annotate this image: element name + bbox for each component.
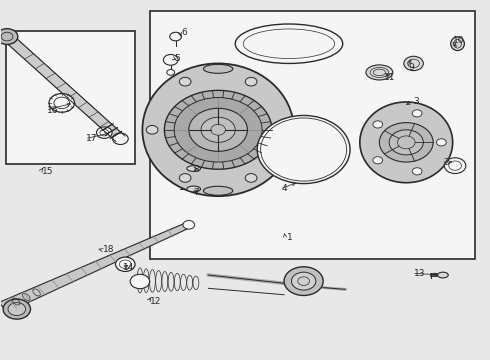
Circle shape bbox=[167, 69, 174, 75]
Circle shape bbox=[437, 139, 446, 146]
Circle shape bbox=[389, 130, 423, 155]
Ellipse shape bbox=[451, 37, 465, 50]
Circle shape bbox=[379, 123, 433, 162]
Circle shape bbox=[179, 77, 191, 86]
Circle shape bbox=[170, 32, 181, 41]
Text: 10: 10 bbox=[453, 36, 464, 45]
Circle shape bbox=[0, 29, 18, 44]
Text: 18: 18 bbox=[103, 246, 115, 255]
Circle shape bbox=[130, 274, 150, 289]
Ellipse shape bbox=[187, 166, 200, 171]
Circle shape bbox=[257, 116, 350, 184]
Ellipse shape bbox=[187, 186, 200, 192]
Circle shape bbox=[116, 257, 135, 271]
Circle shape bbox=[201, 117, 235, 142]
Text: 12: 12 bbox=[150, 297, 161, 306]
Circle shape bbox=[189, 108, 247, 151]
Text: 2: 2 bbox=[443, 158, 448, 167]
Ellipse shape bbox=[366, 65, 393, 80]
Text: 7: 7 bbox=[194, 188, 199, 197]
Text: 8: 8 bbox=[194, 165, 199, 174]
Text: 1: 1 bbox=[287, 233, 292, 242]
Circle shape bbox=[3, 299, 30, 319]
Text: 17: 17 bbox=[86, 134, 98, 143]
Ellipse shape bbox=[360, 102, 453, 183]
Circle shape bbox=[113, 133, 128, 144]
Polygon shape bbox=[5, 31, 135, 164]
Circle shape bbox=[179, 174, 191, 182]
Text: 9: 9 bbox=[409, 63, 415, 72]
Text: 15: 15 bbox=[42, 167, 54, 176]
Circle shape bbox=[97, 127, 112, 138]
Circle shape bbox=[404, 56, 423, 71]
Circle shape bbox=[292, 272, 316, 290]
Circle shape bbox=[163, 54, 178, 65]
Circle shape bbox=[412, 168, 422, 175]
Ellipse shape bbox=[203, 64, 233, 73]
Text: 14: 14 bbox=[123, 264, 134, 273]
Text: 4: 4 bbox=[282, 184, 287, 193]
Circle shape bbox=[412, 110, 422, 117]
Text: 13: 13 bbox=[414, 269, 425, 278]
Circle shape bbox=[444, 158, 466, 174]
Text: 6: 6 bbox=[181, 28, 187, 37]
Circle shape bbox=[245, 174, 257, 182]
Circle shape bbox=[147, 126, 158, 134]
Circle shape bbox=[49, 94, 74, 112]
Circle shape bbox=[284, 267, 323, 296]
Circle shape bbox=[174, 98, 262, 162]
Circle shape bbox=[373, 157, 383, 164]
Text: 3: 3 bbox=[414, 96, 419, 105]
Circle shape bbox=[373, 121, 383, 128]
Circle shape bbox=[245, 77, 257, 86]
Circle shape bbox=[183, 221, 195, 229]
Ellipse shape bbox=[438, 272, 448, 278]
Bar bbox=[150, 12, 475, 259]
Text: 5: 5 bbox=[174, 54, 180, 63]
Polygon shape bbox=[8, 39, 125, 141]
Ellipse shape bbox=[203, 186, 233, 195]
Text: 11: 11 bbox=[384, 73, 396, 82]
Text: 16: 16 bbox=[47, 105, 59, 114]
Polygon shape bbox=[0, 222, 191, 312]
Ellipse shape bbox=[235, 24, 343, 63]
Circle shape bbox=[278, 126, 290, 134]
Circle shape bbox=[164, 90, 272, 169]
Circle shape bbox=[8, 303, 25, 316]
Ellipse shape bbox=[143, 63, 294, 196]
